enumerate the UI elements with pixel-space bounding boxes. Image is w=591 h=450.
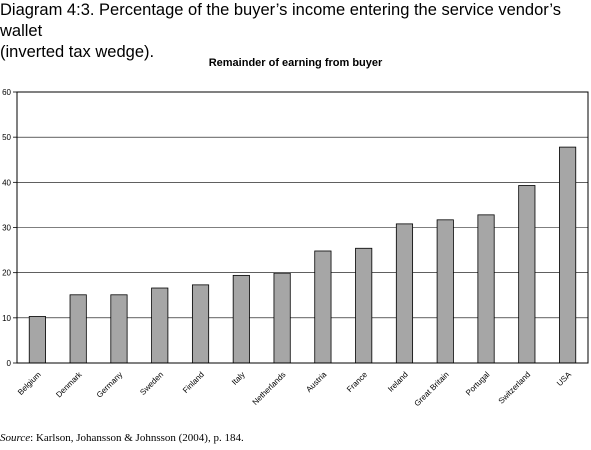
bar <box>395 223 414 364</box>
bar-chart: 0 10 20 30 40 50 60 Belgium Denmark Germany Swede… <box>2 88 589 408</box>
x-tick-label: Switzerland <box>497 370 533 406</box>
x-tick-label: Denmark <box>54 369 84 399</box>
diagram-title-line-1: Diagram 4:3. Percentage of the buyer’s i… <box>0 1 562 40</box>
x-tick-label: Netherlands <box>251 370 288 407</box>
bar <box>314 250 332 364</box>
source-text: : Karlson, Johansson & Johnsson (2004), … <box>30 432 244 444</box>
diagram-title-line-2: (inverted tax wedge). <box>0 43 155 61</box>
x-tick-label: Portugal <box>464 370 492 398</box>
x-tick-label: Finland <box>181 370 206 395</box>
y-tick-label: 20 <box>2 269 11 278</box>
x-tick-label: Ireland <box>386 370 410 394</box>
y-tick-label: 60 <box>2 88 11 97</box>
bar <box>355 247 373 364</box>
bar <box>232 274 250 364</box>
y-tick-label: 0 <box>7 359 12 368</box>
x-tick-label: Austria <box>304 370 328 394</box>
y-tick-label: 30 <box>2 224 11 233</box>
y-tick-label: 10 <box>2 314 11 323</box>
plot-area-border <box>16 91 589 364</box>
bar <box>110 294 128 364</box>
x-tick-label: USA <box>555 370 573 388</box>
source-label: Source <box>0 432 31 444</box>
y-tick-label: 40 <box>2 178 11 187</box>
bar <box>436 219 454 364</box>
bar <box>273 272 291 364</box>
diagram-title: Diagram 4:3. Percentage of the buyer’s i… <box>0 0 591 63</box>
x-tick-label: Sweden <box>138 370 165 397</box>
source-note: Source: Karlson, Johansson & Johnsson (2… <box>0 432 244 444</box>
bar <box>28 316 46 364</box>
x-tick-label: Great Britain <box>413 370 451 408</box>
x-tick-label: Belgium <box>16 370 43 397</box>
y-tick-label: 50 <box>2 133 11 142</box>
chart-title: Remainder of earning from buyer <box>208 57 383 69</box>
bar <box>191 284 210 364</box>
bar <box>559 146 577 364</box>
x-tick-label: Italy <box>230 370 247 387</box>
bar <box>69 294 87 364</box>
bar <box>151 287 169 364</box>
x-tick-label: Germany <box>95 370 125 400</box>
bar <box>518 185 536 364</box>
bar <box>477 214 495 364</box>
x-tick-label: France <box>345 370 369 394</box>
